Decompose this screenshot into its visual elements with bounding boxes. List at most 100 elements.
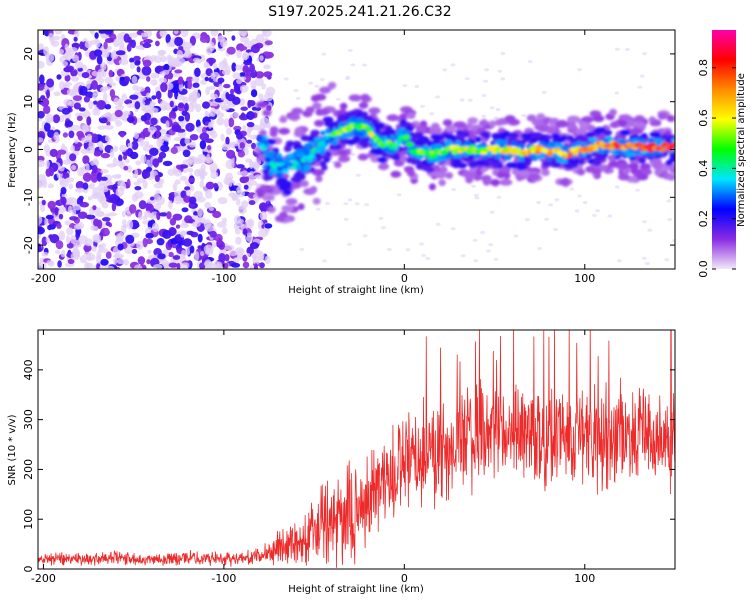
- noise-cell: [246, 232, 252, 238]
- noise-cell: [116, 160, 124, 167]
- ridge-cell: [259, 129, 267, 137]
- noise-cell: [115, 120, 123, 127]
- ridge-cell: [338, 155, 351, 163]
- noise-cell: [166, 211, 172, 220]
- ridge-cell: [303, 143, 313, 149]
- ridge-cell: [305, 106, 315, 114]
- ridge-cell: [555, 120, 569, 128]
- noise-cell: [121, 210, 127, 218]
- noise-cell: [647, 228, 653, 232]
- noise-cell: [102, 86, 112, 91]
- noise-cell: [82, 182, 89, 190]
- ridge-cell: [386, 114, 400, 122]
- ridge-cell: [269, 130, 278, 138]
- ridge-cell: [303, 165, 311, 171]
- noise-cell: [50, 207, 55, 213]
- noise-cell: [182, 41, 193, 50]
- noise-cell: [91, 133, 99, 143]
- noise-cell: [126, 43, 132, 52]
- noise-cell: [56, 74, 62, 80]
- noise-cell: [386, 247, 392, 252]
- ridge-cell: [559, 178, 570, 186]
- ridge-cell: [260, 184, 271, 192]
- noise-cell: [199, 140, 207, 150]
- ridge-cell: [281, 158, 290, 164]
- noise-cell: [233, 83, 241, 94]
- noise-cell: [145, 92, 151, 99]
- noise-cell: [295, 96, 301, 100]
- noise-cell: [123, 76, 131, 83]
- ridge-core-cell: [328, 136, 335, 142]
- noise-cell: [167, 168, 175, 176]
- noise-cell: [228, 250, 238, 257]
- noise-cell: [308, 81, 314, 85]
- noise-cell: [228, 177, 233, 187]
- ridge-cell: [290, 182, 301, 189]
- noise-cell: [248, 200, 256, 206]
- noise-cell: [541, 90, 547, 94]
- ridge-core-cell: [572, 150, 579, 156]
- y-tick-label: 400: [22, 359, 35, 380]
- noise-cell: [200, 79, 207, 85]
- noise-cell: [364, 203, 370, 207]
- noise-cell: [421, 253, 427, 258]
- noise-cell: [59, 114, 65, 123]
- noise-cell: [100, 169, 109, 174]
- noise-cell: [263, 71, 273, 78]
- ridge-cell: [464, 140, 471, 146]
- noise-cell: [195, 103, 202, 113]
- noise-cell: [92, 164, 98, 174]
- noise-cell: [184, 186, 191, 191]
- noise-cell: [470, 184, 476, 188]
- noise-cell: [74, 61, 84, 69]
- ridge-cell: [507, 132, 519, 139]
- y-tick-label: 10: [22, 95, 35, 109]
- noise-cell: [224, 254, 230, 262]
- noise-cell: [194, 168, 201, 177]
- ridge-cell: [567, 122, 576, 130]
- noise-cell: [57, 149, 67, 155]
- noise-cell: [246, 121, 255, 128]
- ridge-cell: [291, 107, 304, 115]
- noise-cell: [335, 97, 341, 101]
- noise-cell: [314, 84, 320, 88]
- ridge-cell: [515, 162, 525, 169]
- noise-cell: [78, 107, 86, 112]
- noise-cell: [209, 42, 215, 52]
- ridge-cell: [609, 108, 617, 116]
- noise-cell: [226, 127, 232, 136]
- ridge-cell: [576, 168, 586, 176]
- noise-cell: [73, 224, 83, 230]
- ridge-cell: [369, 148, 382, 155]
- noise-cell: [143, 112, 152, 120]
- noise-cell: [199, 132, 210, 141]
- noise-cell: [46, 89, 50, 99]
- ridge-cell: [348, 94, 362, 102]
- noise-cell: [38, 159, 45, 168]
- y-tick-label: 0: [22, 566, 35, 573]
- ridge-cell: [618, 114, 629, 122]
- noise-cell: [378, 216, 384, 221]
- ridge-cell: [498, 140, 507, 146]
- noise-cell: [88, 100, 94, 110]
- noise-cell: [247, 218, 255, 229]
- noise-cell: [185, 122, 195, 132]
- noise-cell: [105, 251, 112, 259]
- noise-cell: [188, 177, 195, 183]
- noise-cell: [420, 104, 425, 108]
- colorbar-tick-label: 0.2: [697, 210, 710, 228]
- noise-cell: [126, 103, 136, 108]
- noise-cell: [65, 235, 71, 245]
- ridge-cell: [522, 159, 532, 166]
- noise-cell: [191, 77, 200, 82]
- noise-cell: [154, 174, 160, 182]
- x-tick-label: -100: [211, 272, 236, 285]
- noise-cell: [473, 259, 479, 263]
- noise-cell: [105, 38, 114, 43]
- noise-cell: [178, 102, 185, 109]
- noise-cell: [130, 39, 136, 49]
- noise-cell: [49, 166, 54, 177]
- noise-cell: [53, 35, 61, 41]
- ridge-core-cell: [637, 142, 645, 148]
